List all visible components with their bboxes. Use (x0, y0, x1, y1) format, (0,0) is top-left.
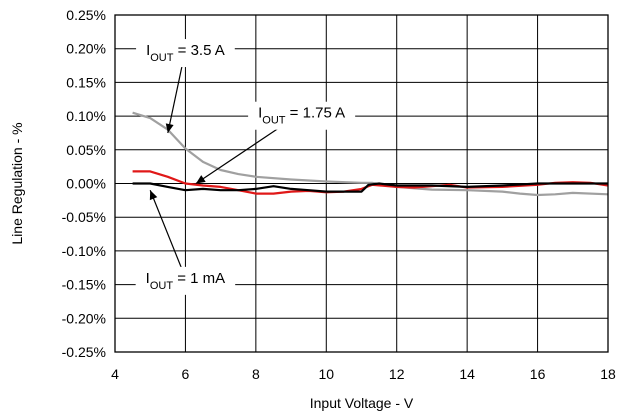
x-axis-label: Input Voltage - V (310, 395, 414, 411)
y-tick-label: 0.10% (66, 108, 106, 124)
y-tick-label: 0.20% (66, 41, 106, 57)
y-tick-label: -0.20% (62, 310, 106, 326)
series-line (132, 111, 609, 197)
y-tick-label: 0.15% (66, 74, 106, 90)
x-tick-label: 14 (459, 366, 475, 382)
annotation-arrowhead (195, 175, 206, 184)
y-axis-ticks: 0.25% 0.20% 0.15% 0.10% 0.05% 0.00% -0.05% -0.1… (62, 7, 106, 360)
annotation-label-base: I (146, 270, 150, 287)
annotation-arrowhead (165, 123, 174, 133)
annotation-label-bg (136, 39, 235, 68)
series-line (132, 182, 608, 193)
x-tick-label: 4 (111, 366, 119, 382)
annotation-leader (149, 190, 186, 279)
y-tick-label: -0.05% (62, 209, 106, 225)
x-tick-label: 18 (600, 366, 616, 382)
annotation-label-subscript: OUT (150, 280, 174, 292)
y-tick-label: 0.00% (66, 176, 106, 192)
annotation-leader-lines (149, 49, 302, 279)
y-tick-label: 0.25% (66, 7, 106, 23)
y-tick-label: -0.15% (62, 277, 106, 293)
annotation-label-base: I (258, 105, 262, 122)
annotation-label-subscript: OUT (150, 52, 174, 64)
annotation-label-bg (135, 266, 236, 295)
y-tick-label: 0.05% (66, 142, 106, 158)
annotation-label: IOUT = 1.75 A (258, 105, 345, 127)
annotation-label: IOUT = 1 mA (146, 270, 226, 292)
x-axis-ticks: 4 6 8 10 12 14 16 18 (111, 366, 616, 382)
plot-frame (114, 14, 609, 353)
annotation-label-bg (248, 101, 356, 130)
y-tick-label: -0.10% (62, 243, 106, 259)
x-tick-label: 8 (252, 366, 260, 382)
annotation-label-subscript: OUT (262, 115, 286, 127)
x-tick-label: 12 (389, 366, 405, 382)
x-tick-label: 16 (530, 366, 546, 382)
annotation-label-rest: = 3.5 A (173, 42, 224, 59)
y-tick-label: -0.25% (62, 344, 106, 360)
annotation-label-rest: = 1 mA (173, 270, 225, 287)
annotation-label-rest: = 1.75 A (286, 105, 346, 122)
x-tick-label: 10 (318, 366, 334, 382)
annotation-arrowhead (149, 190, 158, 201)
x-tick-label: 6 (182, 366, 190, 382)
annotation-label-base: I (146, 42, 150, 59)
series-layer (132, 111, 609, 197)
series-line (132, 170, 609, 195)
y-axis-label: Line Regulation - % (9, 122, 25, 244)
annotation-label: IOUT = 3.5 A (146, 42, 225, 64)
